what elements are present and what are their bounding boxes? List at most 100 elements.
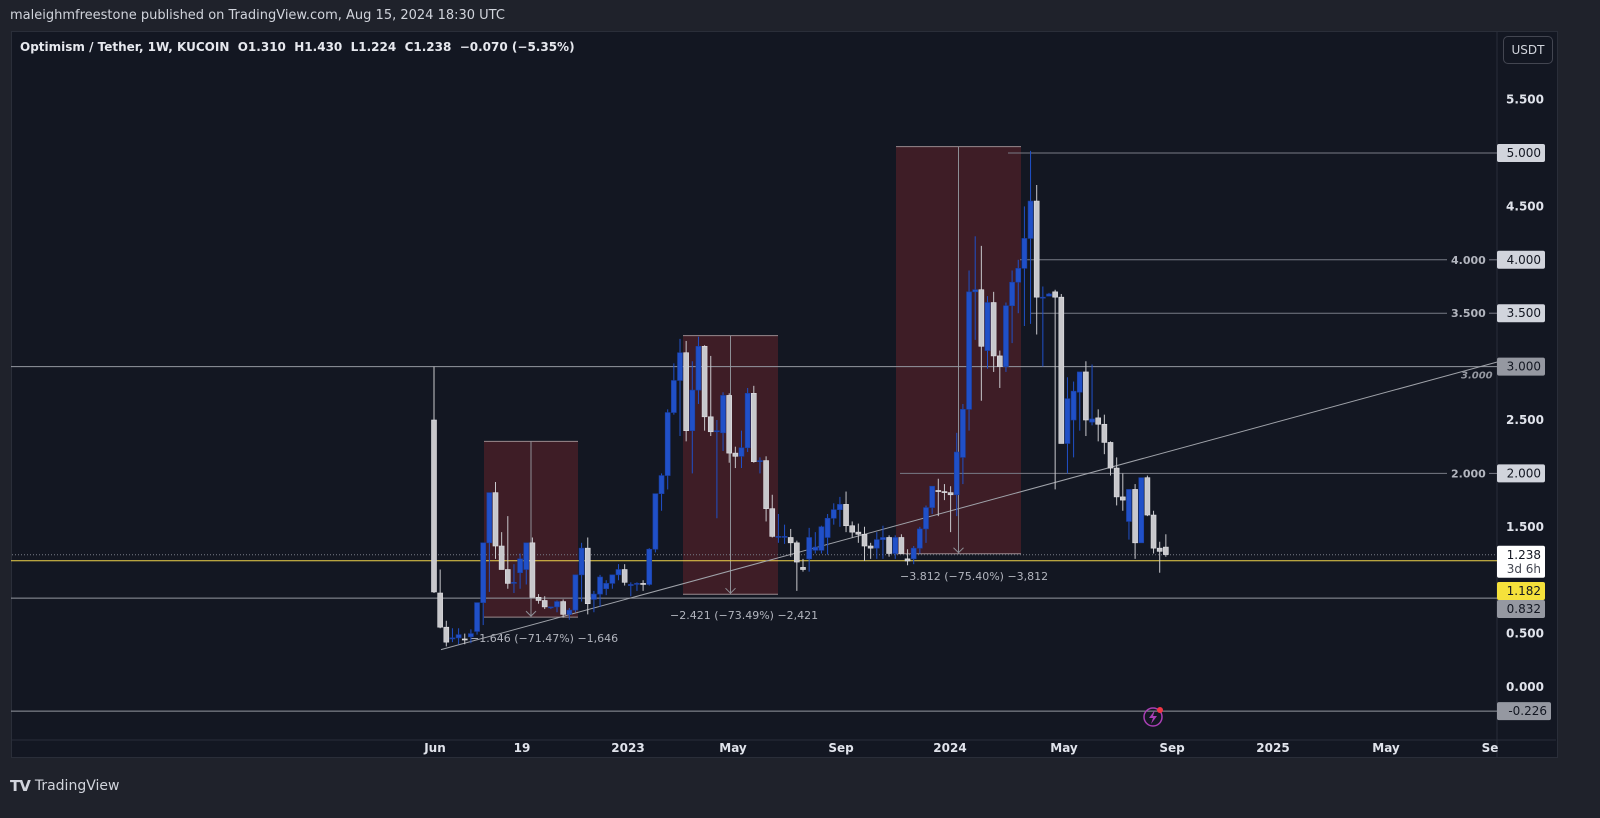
candle-bearish[interactable] (1113, 467, 1120, 498)
candle-bearish[interactable] (787, 537, 794, 544)
candle-bullish[interactable] (597, 576, 603, 595)
candle-bearish[interactable] (1083, 371, 1089, 421)
candle-bullish[interactable] (818, 526, 825, 551)
candle-bullish[interactable] (806, 537, 812, 560)
candle-bullish[interactable] (960, 409, 966, 458)
trendline[interactable] (440, 360, 1501, 651)
candle-bullish[interactable] (523, 542, 530, 570)
candle-bullish[interactable] (1126, 489, 1132, 522)
candle-bullish[interactable] (1021, 238, 1028, 269)
candle-bullish[interactable] (634, 583, 640, 585)
candle-bearish[interactable] (843, 504, 849, 527)
candle-bullish[interactable] (1003, 305, 1009, 367)
candle-bullish[interactable] (689, 389, 696, 431)
candle-bullish[interactable] (1015, 268, 1022, 283)
candle-bearish[interactable] (529, 542, 536, 598)
candle-bearish[interactable] (726, 395, 733, 454)
candle-bearish[interactable] (996, 355, 1003, 367)
candle-bearish[interactable] (560, 601, 566, 615)
candle-bearish[interactable] (504, 569, 511, 584)
candle-bullish[interactable] (1076, 371, 1083, 393)
candle-bearish[interactable] (800, 567, 806, 570)
candle-bullish[interactable] (917, 528, 923, 549)
tradingview-logo[interactable]: TV TradingView (10, 777, 119, 795)
candle-bullish[interactable] (677, 352, 683, 381)
candle-bullish[interactable] (603, 583, 610, 590)
candle-bullish[interactable] (566, 609, 573, 615)
candle-bullish[interactable] (984, 302, 991, 351)
candle-bearish[interactable] (437, 592, 443, 628)
candle-bullish[interactable] (966, 291, 972, 410)
candle-bearish[interactable] (1095, 417, 1101, 425)
candle-bullish[interactable] (1046, 293, 1052, 297)
candle-bearish[interactable] (855, 531, 862, 535)
candle-bearish[interactable] (1163, 546, 1169, 555)
candle-bearish[interactable] (640, 583, 646, 585)
candle-bullish[interactable] (830, 509, 837, 519)
candle-bullish[interactable] (1040, 296, 1046, 299)
candle-bullish[interactable] (664, 412, 671, 476)
candle-bearish[interactable] (941, 491, 948, 493)
candle-bearish[interactable] (621, 569, 628, 583)
candle-bullish[interactable] (953, 451, 960, 496)
candle-bullish[interactable] (517, 558, 523, 574)
legend-symbol[interactable]: Optimism / Tether, 1W, KUCOIN (20, 40, 230, 54)
candle-bearish[interactable] (1156, 547, 1163, 552)
candle-bearish[interactable] (584, 547, 591, 604)
candle-bearish[interactable] (763, 460, 769, 509)
candle-bearish[interactable] (935, 490, 942, 492)
candle-bullish[interactable] (824, 517, 831, 538)
chart-pane[interactable] (11, 31, 1558, 758)
candle-bullish[interactable] (658, 475, 665, 494)
candle-bearish[interactable] (732, 452, 739, 457)
candle-bearish[interactable] (1101, 423, 1108, 443)
candle-bullish[interactable] (449, 637, 456, 640)
candle-bearish[interactable] (541, 600, 548, 608)
candle-bullish[interactable] (627, 584, 634, 586)
candle-bearish[interactable] (861, 533, 868, 547)
candle-bullish[interactable] (615, 569, 622, 576)
candle-bullish[interactable] (923, 507, 929, 530)
candle-bullish[interactable] (548, 606, 554, 609)
candle-bullish[interactable] (720, 395, 726, 434)
candle-bullish[interactable] (455, 634, 462, 639)
candle-bearish[interactable] (849, 525, 856, 533)
currency-unit-button[interactable]: USDT (1503, 36, 1553, 64)
candle-bearish[interactable] (1120, 496, 1126, 501)
candle-bullish[interactable] (671, 380, 677, 413)
lightning-icon[interactable] (1143, 707, 1163, 727)
candle-bullish[interactable] (1138, 477, 1145, 544)
candle-bullish[interactable] (652, 493, 659, 550)
candle-bullish[interactable] (929, 485, 935, 508)
candle-bearish[interactable] (886, 537, 892, 554)
candle-bullish[interactable] (480, 542, 487, 603)
candle-bullish[interactable] (468, 633, 474, 638)
candle-bearish[interactable] (498, 545, 505, 570)
candle-bearish[interactable] (867, 545, 874, 549)
candle-bullish[interactable] (837, 504, 843, 511)
candle-bearish[interactable] (1132, 489, 1138, 544)
candle-bearish[interactable] (794, 542, 800, 563)
candle-bearish[interactable] (898, 537, 905, 554)
candle-bullish[interactable] (591, 593, 597, 600)
candle-bullish[interactable] (738, 447, 745, 457)
candle-bullish[interactable] (714, 430, 720, 433)
candle-bullish[interactable] (1009, 281, 1015, 307)
candle-bullish[interactable] (1089, 418, 1095, 423)
candle-bearish[interactable] (1150, 514, 1157, 549)
candle-bullish[interactable] (646, 548, 653, 585)
candle-bullish[interactable] (910, 547, 917, 560)
candle-bullish[interactable] (1064, 398, 1071, 444)
candle-bearish[interactable] (1052, 291, 1058, 298)
candle-bearish[interactable] (683, 352, 689, 431)
candle-bearish[interactable] (535, 596, 542, 601)
candle-bullish[interactable] (578, 547, 585, 576)
candle-bullish[interactable] (775, 536, 782, 538)
candle-bullish[interactable] (1070, 390, 1077, 421)
candle-bullish[interactable] (554, 601, 560, 608)
candle-bearish[interactable] (492, 492, 499, 547)
candle-bearish[interactable] (431, 419, 437, 593)
candle-bullish[interactable] (474, 602, 480, 632)
candle-bearish[interactable] (1058, 296, 1065, 444)
